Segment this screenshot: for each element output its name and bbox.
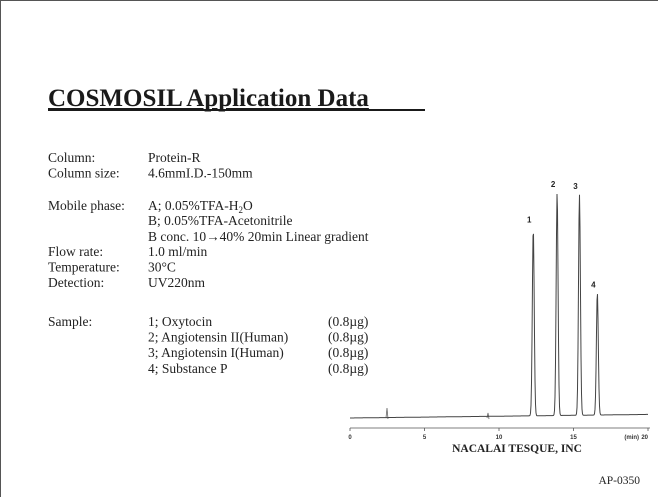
condition-value: 4.6mmI.D.-150mm bbox=[148, 166, 253, 181]
title: COSMOSIL Application Data bbox=[48, 85, 369, 112]
condition-value: 1.0 ml/min bbox=[148, 244, 208, 259]
x-unit: (min) bbox=[624, 435, 639, 441]
sample-amount: (0.8µg) bbox=[328, 314, 368, 329]
tick-label: 15 bbox=[570, 435, 577, 441]
condition-label: Flow rate: bbox=[48, 244, 103, 259]
mobile-a-text: A; 0.05%TFA-H bbox=[148, 198, 239, 213]
subscript: 2 bbox=[239, 205, 244, 215]
company: NACALAI TESQUE, INC bbox=[452, 443, 582, 455]
condition-label: Mobile phase: bbox=[48, 198, 125, 213]
condition-label: Detection: bbox=[48, 275, 104, 290]
peak-label: 2 bbox=[551, 180, 556, 189]
mobile-a: A; 0.05%TFA-H2O bbox=[148, 198, 253, 215]
condition-label: Temperature: bbox=[48, 260, 120, 275]
sample-amount: (0.8µg) bbox=[328, 361, 368, 376]
code: AP-0350 bbox=[598, 475, 640, 487]
peak-label: 4 bbox=[591, 280, 596, 289]
conditions: Column: Protein-R Column size: 4.6mmI.D.-15… bbox=[48, 150, 253, 290]
condition-label: Column size: bbox=[48, 166, 120, 181]
sample-name: 1; Oxytocin bbox=[148, 314, 212, 329]
peak-label: 1 bbox=[527, 216, 532, 225]
trace bbox=[350, 193, 648, 419]
chromatogram: 0 5 10 15 20(min) 1 2 3 4 bbox=[348, 180, 650, 441]
condition-value: UV220nm bbox=[148, 275, 205, 290]
mobile-a-end: O bbox=[243, 198, 253, 213]
condition-value: Protein-R bbox=[148, 150, 201, 165]
gradient: B conc. 10→40% 20min Linear gradient bbox=[148, 229, 369, 244]
peak-label: 3 bbox=[573, 182, 578, 191]
condition-label: Column: bbox=[48, 150, 95, 165]
tick-label: 20 bbox=[641, 435, 648, 441]
mobile-b: B; 0.05%TFA-Acetonitrile bbox=[148, 213, 292, 228]
tick-label: 5 bbox=[423, 435, 427, 441]
sample-name: 3; Angiotensin I(Human) bbox=[148, 345, 284, 360]
sample-label: Sample: bbox=[48, 314, 92, 329]
tick-label: 0 bbox=[348, 435, 352, 441]
sample-name: 2; Angiotensin II(Human) bbox=[148, 330, 288, 345]
samples: Sample: 1; Oxytocin (0.8µg) 2; Angiotensin … bbox=[48, 314, 368, 376]
tick-label: 10 bbox=[496, 435, 503, 441]
condition-value: 30°C bbox=[148, 260, 176, 275]
sample-amount: (0.8µg) bbox=[328, 345, 368, 360]
sample-amount: (0.8µg) bbox=[328, 330, 368, 345]
sample-name: 4; Substance P bbox=[148, 361, 228, 376]
